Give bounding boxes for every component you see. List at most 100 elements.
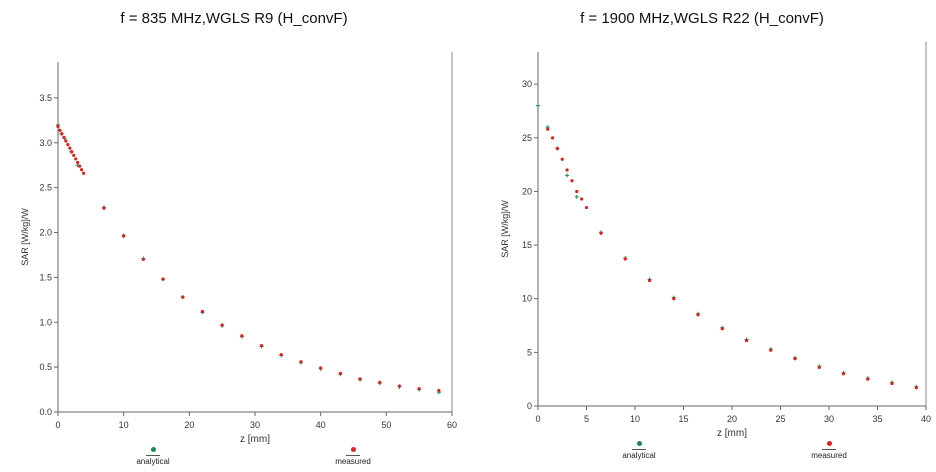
- measured-point: [417, 387, 421, 391]
- y-tick-label: 0.0: [39, 407, 52, 417]
- x-tick-label: 10: [119, 420, 129, 430]
- x-tick-label: 20: [184, 420, 194, 430]
- x-tick-label: 30: [824, 414, 834, 424]
- x-tick-label: 50: [381, 420, 391, 430]
- measured-point: [769, 348, 773, 352]
- measured-point: [866, 377, 870, 381]
- measured-point: [575, 189, 579, 194]
- measured-point: [720, 327, 724, 331]
- y-tick-label: 0: [527, 401, 532, 411]
- measured-point: [220, 323, 224, 327]
- x-tick-label: 60: [447, 420, 457, 430]
- measured-point: [841, 372, 846, 376]
- y-tick-label: 2.0: [39, 228, 52, 238]
- y-tick-label: 25: [522, 133, 532, 143]
- plot-area: 0 5 10 15 20 25 30 35 40 0 5 10 15 20 25 30 z [mm] SAR [W…: [500, 42, 931, 439]
- measured-point: [580, 197, 584, 201]
- analytical-point: [536, 103, 540, 108]
- y-tick-label: 5: [527, 347, 532, 357]
- measured-point: [550, 136, 555, 140]
- legend-measured-label: measured: [335, 457, 371, 466]
- y-tick-label: 3.5: [39, 93, 52, 103]
- y-tick-label: 15: [522, 240, 532, 250]
- measured-point: [623, 257, 627, 261]
- legend-analytical-marker: [146, 446, 160, 456]
- chart-title: f = 1900 MHz,WGLS R22 (H_convF): [580, 10, 824, 27]
- legend-measured: measured: [794, 440, 864, 460]
- y-tick-label: 30: [522, 79, 532, 89]
- measured-point: [141, 257, 145, 262]
- measured-point: [890, 381, 894, 386]
- x-tick-label: 0: [535, 414, 540, 424]
- y-tick-label: 1.0: [39, 317, 52, 327]
- measured-point: [358, 377, 362, 381]
- measured-point: [584, 205, 589, 210]
- chart-title: f = 835 MHz,WGLS R9 (H_convF): [120, 10, 348, 27]
- measured-point: [240, 334, 244, 338]
- x-tick-label: 25: [775, 414, 785, 424]
- measured-point: [565, 168, 569, 172]
- measured-point: [696, 313, 700, 317]
- legend-measured-marker: [822, 440, 836, 450]
- y-tick-label: 10: [522, 294, 532, 304]
- x-tick-label: 35: [872, 414, 882, 424]
- y-tick-label: 3.0: [39, 138, 52, 148]
- x-tick-label: 5: [584, 414, 589, 424]
- measured-point: [161, 277, 165, 281]
- measured-point: [397, 384, 402, 388]
- measured-point: [200, 309, 205, 314]
- measured-point: [647, 278, 652, 283]
- measured-point: [122, 234, 126, 238]
- x-tick-label: 0: [55, 420, 60, 430]
- x-axis-label: z [mm]: [717, 428, 747, 439]
- analytical-point: [565, 173, 570, 178]
- measured-point: [299, 360, 303, 364]
- measured-point: [82, 171, 86, 175]
- measured-point: [80, 168, 84, 172]
- measured-point: [62, 135, 66, 139]
- measured-point: [338, 371, 342, 376]
- analytical-point: [574, 194, 579, 199]
- measured-point: [546, 127, 550, 131]
- measured-point: [259, 343, 264, 348]
- measured-point: [66, 142, 70, 147]
- x-tick-label: 40: [316, 420, 326, 430]
- measured-point: [76, 160, 80, 165]
- x-tick-label: 20: [727, 414, 737, 424]
- measured-point: [56, 125, 60, 129]
- y-tick-label: 2.5: [39, 183, 52, 193]
- legend-analytical-label: analytical: [136, 457, 170, 466]
- measured-point: [70, 150, 74, 154]
- x-tick-label: 15: [678, 414, 688, 424]
- measured-point: [181, 295, 185, 299]
- measured-point: [279, 352, 283, 357]
- measured-point: [599, 231, 603, 235]
- measured-point: [60, 132, 64, 136]
- measured-point: [793, 357, 797, 361]
- y-tick-label: 0.5: [39, 362, 52, 372]
- x-tick-label: 30: [250, 420, 260, 430]
- measured-point: [58, 128, 62, 132]
- y-tick-label: 20: [522, 186, 532, 196]
- measured-point: [744, 338, 749, 343]
- legend-measured-marker: [346, 446, 360, 456]
- x-tick-label: 40: [921, 414, 931, 424]
- measured-point: [560, 157, 564, 161]
- legend-measured-label: measured: [811, 451, 847, 460]
- measured-point: [64, 139, 68, 143]
- chart-835mhz: f = 835 MHz,WGLS R9 (H_convF) 0 10 20 30 40 5…: [20, 10, 457, 466]
- measured-point: [68, 146, 72, 150]
- legend-analytical-label: analytical: [622, 451, 656, 460]
- measured-point: [570, 179, 574, 183]
- measured-point: [817, 365, 821, 369]
- measured-point: [914, 386, 918, 390]
- legend-analytical-marker: [632, 440, 646, 450]
- measured-point: [555, 146, 559, 151]
- x-tick-label: 10: [630, 414, 640, 424]
- measured-point: [102, 206, 106, 210]
- legend-measured: measured: [318, 446, 388, 466]
- legend-analytical: analytical: [118, 446, 188, 466]
- y-tick-label: 1.5: [39, 272, 52, 282]
- measured-point: [437, 388, 441, 393]
- y-axis-label: SAR [W/kg]/W: [20, 208, 30, 266]
